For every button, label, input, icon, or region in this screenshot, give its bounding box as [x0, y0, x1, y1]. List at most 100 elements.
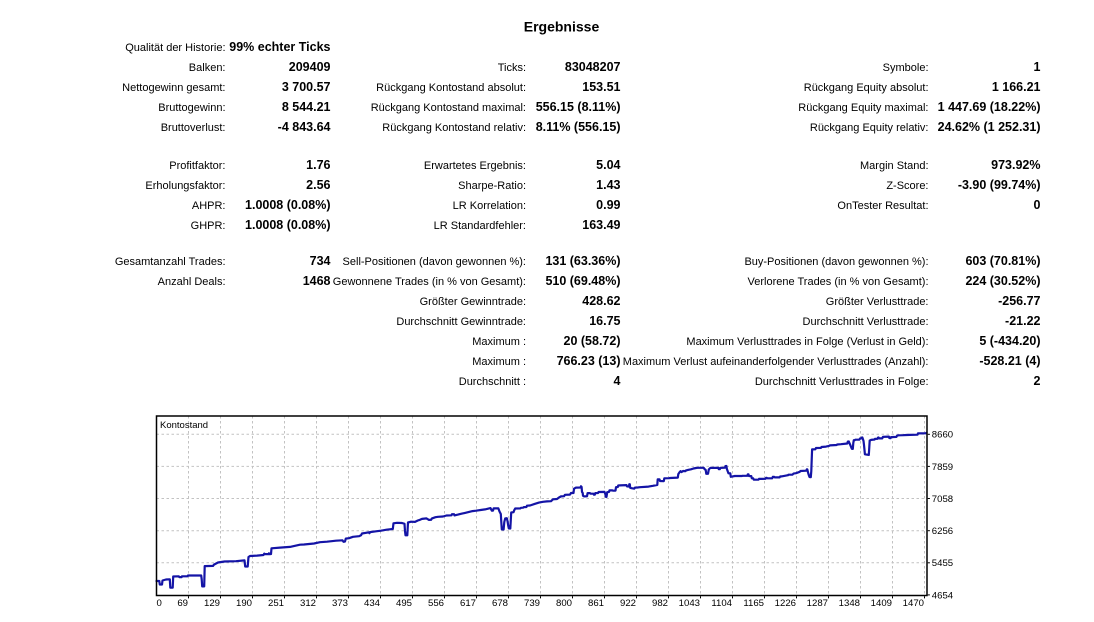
svg-text:8660: 8660: [932, 430, 953, 441]
svg-text:734: 734: [310, 254, 331, 268]
svg-text:0: 0: [1034, 198, 1041, 212]
svg-text:Bruttogewinn:: Bruttogewinn:: [158, 102, 225, 114]
svg-text:Z-Score:: Z-Score:: [886, 180, 928, 192]
svg-text:209409: 209409: [289, 60, 331, 74]
svg-text:434: 434: [364, 598, 381, 609]
svg-text:LR Korrelation:: LR Korrelation:: [453, 200, 526, 212]
svg-text:OnTester Resultat:: OnTester Resultat:: [837, 200, 928, 212]
svg-text:Maximum :: Maximum :: [472, 336, 526, 348]
svg-text:Anzahl Deals:: Anzahl Deals:: [158, 276, 226, 288]
svg-text:69: 69: [177, 598, 188, 609]
svg-text:Maximum Verlust aufeinanderfol: Maximum Verlust aufeinanderfolgender Ver…: [623, 356, 929, 368]
svg-text:Nettogewinn gesamt:: Nettogewinn gesamt:: [122, 82, 225, 94]
svg-text:1043: 1043: [679, 598, 700, 609]
svg-text:AHPR:: AHPR:: [192, 200, 226, 212]
svg-text:1.76: 1.76: [306, 158, 330, 172]
svg-text:Größter Gewinntrade:: Größter Gewinntrade:: [420, 296, 526, 308]
svg-text:-4 843.64: -4 843.64: [278, 120, 331, 134]
svg-text:-528.21 (4): -528.21 (4): [979, 354, 1040, 368]
svg-text:16.75: 16.75: [589, 314, 620, 328]
svg-text:495: 495: [396, 598, 412, 609]
svg-text:1.43: 1.43: [596, 178, 620, 192]
svg-text:Gesamtanzahl Trades:: Gesamtanzahl Trades:: [115, 256, 226, 268]
svg-text:1: 1: [1034, 60, 1041, 74]
svg-text:1468: 1468: [303, 274, 331, 288]
svg-text:0: 0: [157, 598, 162, 609]
svg-text:8 544.21: 8 544.21: [282, 100, 331, 114]
svg-text:Rückgang Kontostand relativ:: Rückgang Kontostand relativ:: [382, 122, 526, 134]
svg-text:GHPR:: GHPR:: [191, 220, 226, 232]
svg-text:2.56: 2.56: [306, 178, 330, 192]
svg-text:7058: 7058: [932, 494, 953, 505]
svg-text:1287: 1287: [807, 598, 828, 609]
svg-text:24.62% (1 252.31): 24.62% (1 252.31): [938, 120, 1041, 134]
svg-text:8.11% (556.15): 8.11% (556.15): [536, 120, 621, 134]
svg-text:556.15 (8.11%): 556.15 (8.11%): [536, 100, 621, 114]
svg-text:739: 739: [524, 598, 540, 609]
svg-text:617: 617: [460, 598, 476, 609]
svg-text:Rückgang Equity maximal:: Rückgang Equity maximal:: [798, 102, 928, 114]
svg-text:5.04: 5.04: [596, 158, 620, 172]
svg-text:Rückgang Equity relativ:: Rückgang Equity relativ:: [810, 122, 929, 134]
svg-text:83048207: 83048207: [565, 60, 621, 74]
svg-text:Maximum :: Maximum :: [472, 356, 526, 368]
svg-text:Rückgang Kontostand absolut:: Rückgang Kontostand absolut:: [376, 82, 526, 94]
svg-text:-256.77: -256.77: [998, 294, 1040, 308]
svg-text:99% echter Ticks: 99% echter Ticks: [229, 40, 330, 54]
svg-text:153.51: 153.51: [582, 80, 620, 94]
svg-text:922: 922: [620, 598, 636, 609]
svg-text:1.0008 (0.08%): 1.0008 (0.08%): [245, 198, 330, 212]
svg-text:556: 556: [428, 598, 444, 609]
svg-text:6256: 6256: [932, 526, 953, 537]
svg-text:Qualität der Historie:: Qualität der Historie:: [125, 42, 225, 54]
svg-text:1165: 1165: [743, 598, 764, 609]
svg-text:7859: 7859: [932, 462, 953, 473]
svg-text:LR Standardfehler:: LR Standardfehler:: [434, 220, 526, 232]
svg-text:251: 251: [268, 598, 284, 609]
svg-text:1 166.21: 1 166.21: [992, 80, 1041, 94]
svg-text:Erwartetes Ergebnis:: Erwartetes Ergebnis:: [424, 160, 526, 172]
svg-text:-3.90 (99.74%): -3.90 (99.74%): [958, 178, 1041, 192]
svg-text:1.0008 (0.08%): 1.0008 (0.08%): [245, 218, 330, 232]
svg-text:603 (70.81%): 603 (70.81%): [965, 254, 1040, 268]
svg-text:5 (-434.20): 5 (-434.20): [979, 334, 1040, 348]
svg-text:Durchschnitt :: Durchschnitt :: [459, 376, 526, 388]
svg-text:Ticks:: Ticks:: [498, 62, 526, 74]
svg-text:131 (63.36%): 131 (63.36%): [545, 254, 620, 268]
svg-text:163.49: 163.49: [582, 218, 620, 232]
svg-text:Durchschnitt Verlusttrades in: Durchschnitt Verlusttrades in Folge:: [755, 376, 929, 388]
svg-text:Symbole:: Symbole:: [883, 62, 929, 74]
svg-text:5455: 5455: [932, 558, 953, 569]
svg-text:Profitfaktor:: Profitfaktor:: [169, 160, 225, 172]
svg-text:4654: 4654: [932, 590, 954, 601]
svg-text:Bruttoverlust:: Bruttoverlust:: [161, 122, 226, 134]
svg-text:Durchschnitt Gewinntrade:: Durchschnitt Gewinntrade:: [396, 316, 526, 328]
svg-text:861: 861: [588, 598, 604, 609]
svg-text:Balken:: Balken:: [189, 62, 226, 74]
svg-text:1104: 1104: [711, 598, 732, 609]
svg-text:678: 678: [492, 598, 508, 609]
svg-text:510 (69.48%): 510 (69.48%): [545, 274, 620, 288]
svg-text:973.92%: 973.92%: [991, 158, 1040, 172]
svg-text:Kontostand: Kontostand: [160, 420, 208, 431]
svg-text:129: 129: [204, 598, 220, 609]
svg-text:190: 190: [236, 598, 252, 609]
svg-text:1348: 1348: [839, 598, 860, 609]
svg-text:-21.22: -21.22: [1005, 314, 1040, 328]
svg-text:Maximum Verlusttrades in Folge: Maximum Verlusttrades in Folge (Verlust …: [686, 336, 928, 348]
svg-text:800: 800: [556, 598, 572, 609]
svg-text:Durchschnitt Verlusttrade:: Durchschnitt Verlusttrade:: [803, 316, 929, 328]
svg-text:0.99: 0.99: [596, 198, 620, 212]
svg-text:3 700.57: 3 700.57: [282, 80, 331, 94]
svg-text:766.23 (13): 766.23 (13): [557, 354, 621, 368]
svg-text:1226: 1226: [775, 598, 796, 609]
svg-text:Sharpe-Ratio:: Sharpe-Ratio:: [458, 180, 526, 192]
svg-text:20 (58.72): 20 (58.72): [564, 334, 621, 348]
svg-text:Ergebnisse: Ergebnisse: [524, 19, 600, 35]
svg-text:1 447.69 (18.22%): 1 447.69 (18.22%): [938, 100, 1041, 114]
svg-text:Rückgang Equity absolut:: Rückgang Equity absolut:: [804, 82, 929, 94]
svg-text:2: 2: [1034, 374, 1041, 388]
svg-text:982: 982: [652, 598, 668, 609]
svg-text:428.62: 428.62: [582, 294, 620, 308]
svg-text:Rückgang Kontostand maximal:: Rückgang Kontostand maximal:: [371, 102, 526, 114]
